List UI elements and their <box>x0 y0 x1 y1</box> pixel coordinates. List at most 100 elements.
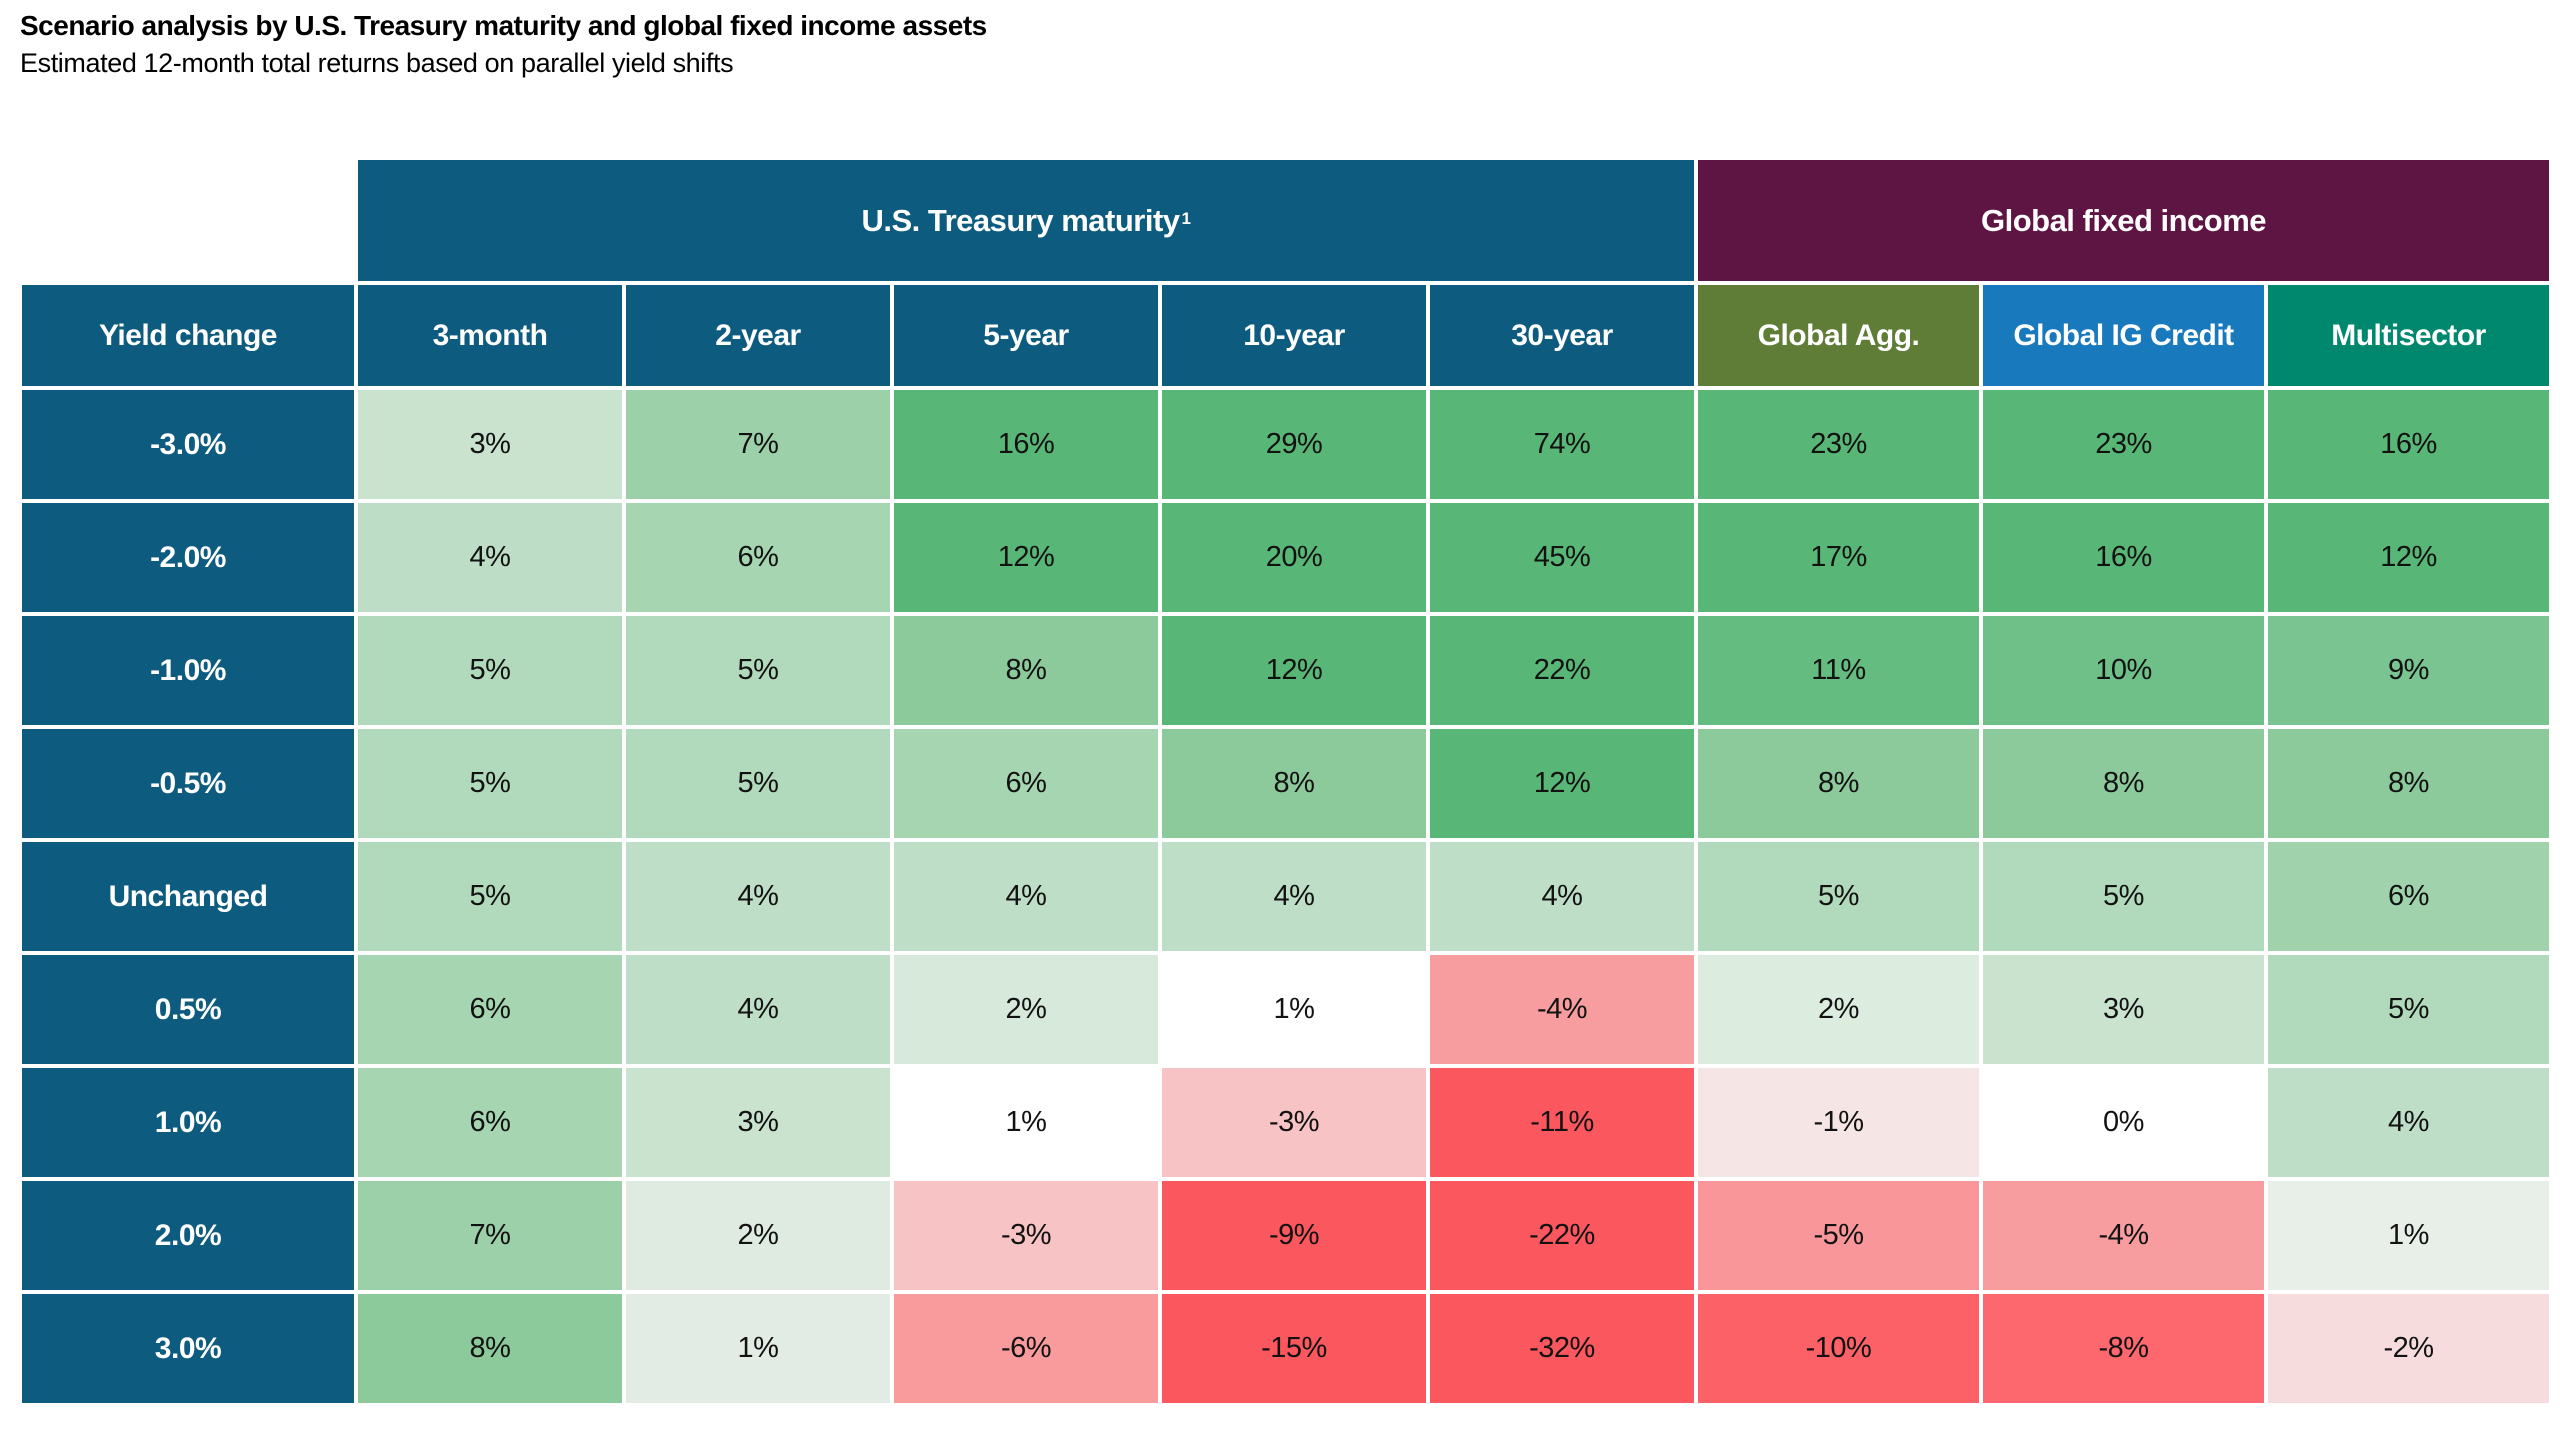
heatmap-cell: 5% <box>358 616 622 725</box>
heatmap-cell: 8% <box>358 1294 622 1403</box>
scenario-heatmap-table: U.S. Treasury maturity 1 Global fixed inco… <box>22 160 2549 1403</box>
column-header: 30-year <box>1430 285 1694 386</box>
heatmap-cell: 17% <box>1698 503 1979 612</box>
heatmap-cell: 23% <box>1698 390 1979 499</box>
heatmap-cell: 8% <box>1162 729 1426 838</box>
row-label: -1.0% <box>22 616 354 725</box>
heatmap-cell: 11% <box>1698 616 1979 725</box>
heatmap-cell: 6% <box>894 729 1158 838</box>
heatmap-cell: 4% <box>626 955 890 1064</box>
column-header: 2-year <box>626 285 890 386</box>
group-header-label: Global fixed income <box>1980 202 2267 238</box>
heatmap-cell: 8% <box>894 616 1158 725</box>
heatmap-cell: 4% <box>894 842 1158 951</box>
heatmap-cell: -4% <box>1983 1181 2264 1290</box>
heatmap-cell: 5% <box>626 729 890 838</box>
heatmap-cell: 9% <box>2268 616 2549 725</box>
heatmap-cell: 8% <box>2268 729 2549 838</box>
heatmap-cell: -10% <box>1698 1294 1979 1403</box>
footnote-marker: 1 <box>1181 208 1191 228</box>
heatmap-cell: 2% <box>1698 955 1979 1064</box>
heatmap-cell: 2% <box>626 1181 890 1290</box>
heatmap-cell: -4% <box>1430 955 1694 1064</box>
heatmap-cell: 12% <box>2268 503 2549 612</box>
heatmap-cell: 3% <box>626 1068 890 1177</box>
heatmap-cell: 1% <box>2268 1181 2549 1290</box>
group-header-label: U.S. Treasury maturity <box>861 202 1180 238</box>
heatmap-cell: 5% <box>1698 842 1979 951</box>
row-label: 3.0% <box>22 1294 354 1403</box>
heatmap-cell: 0% <box>1983 1068 2264 1177</box>
heatmap-cell: -9% <box>1162 1181 1426 1290</box>
heatmap-cell: 8% <box>1698 729 1979 838</box>
column-header: Global IG Credit <box>1983 285 2264 386</box>
heatmap-cell: 5% <box>1983 842 2264 951</box>
table-corner-spacer <box>22 160 354 281</box>
row-label: -0.5% <box>22 729 354 838</box>
heatmap-cell: 4% <box>2268 1068 2549 1177</box>
heatmap-cell: 12% <box>1162 616 1426 725</box>
heatmap-cell: -8% <box>1983 1294 2264 1403</box>
heatmap-cell: 16% <box>894 390 1158 499</box>
heatmap-cell: 1% <box>626 1294 890 1403</box>
page-title: Scenario analysis by U.S. Treasury matur… <box>20 10 987 41</box>
heatmap-cell: -6% <box>894 1294 1158 1403</box>
heatmap-cell: -3% <box>894 1181 1158 1290</box>
row-label: -2.0% <box>22 503 354 612</box>
heatmap-cell: -1% <box>1698 1068 1979 1177</box>
heatmap-cell: 7% <box>626 390 890 499</box>
heatmap-cell: -15% <box>1162 1294 1426 1403</box>
heatmap-cell: 12% <box>894 503 1158 612</box>
column-header: 10-year <box>1162 285 1426 386</box>
heatmap-cell: 10% <box>1983 616 2264 725</box>
heatmap-cell: -11% <box>1430 1068 1694 1177</box>
heatmap-cell: 3% <box>358 390 622 499</box>
heatmap-cell: 23% <box>1983 390 2264 499</box>
row-label: 0.5% <box>22 955 354 1064</box>
heatmap-cell: 20% <box>1162 503 1426 612</box>
heatmap-cell: 45% <box>1430 503 1694 612</box>
heatmap-cell: 5% <box>626 616 890 725</box>
heatmap-cell: 4% <box>358 503 622 612</box>
heatmap-cell: 12% <box>1430 729 1694 838</box>
heatmap-cell: 16% <box>2268 390 2549 499</box>
heatmap-cell: 4% <box>626 842 890 951</box>
header-block: Scenario analysis by U.S. Treasury matur… <box>0 0 2560 81</box>
heatmap-cell: 1% <box>894 1068 1158 1177</box>
heatmap-cell: 6% <box>358 1068 622 1177</box>
heatmap-cell: 22% <box>1430 616 1694 725</box>
heatmap-cell: -32% <box>1430 1294 1694 1403</box>
heatmap-cell: 5% <box>358 729 622 838</box>
heatmap-cell: 6% <box>2268 842 2549 951</box>
heatmap-cell: 1% <box>1162 955 1426 1064</box>
heatmap-cell: 29% <box>1162 390 1426 499</box>
column-header: 5-year <box>894 285 1158 386</box>
column-header: 3-month <box>358 285 622 386</box>
heatmap-cell: 16% <box>1983 503 2264 612</box>
heatmap-cell: 4% <box>1162 842 1426 951</box>
row-label: 2.0% <box>22 1181 354 1290</box>
page-subtitle: Estimated 12-month total returns based o… <box>20 48 734 79</box>
heatmap-cell: 2% <box>894 955 1158 1064</box>
heatmap-cell: 74% <box>1430 390 1694 499</box>
group-header-treasury: U.S. Treasury maturity 1 <box>358 160 1694 281</box>
heatmap-cell: -5% <box>1698 1181 1979 1290</box>
row-label: -3.0% <box>22 390 354 499</box>
heatmap-cell: 6% <box>358 955 622 1064</box>
heatmap-cell: 4% <box>1430 842 1694 951</box>
heatmap-cell: -2% <box>2268 1294 2549 1403</box>
heatmap-cell: 8% <box>1983 729 2264 838</box>
column-header: Global Agg. <box>1698 285 1979 386</box>
row-label: 1.0% <box>22 1068 354 1177</box>
heatmap-cell: 7% <box>358 1181 622 1290</box>
heatmap-cell: -22% <box>1430 1181 1694 1290</box>
column-header-yield-change: Yield change <box>22 285 354 386</box>
column-header: Multisector <box>2268 285 2549 386</box>
heatmap-cell: -3% <box>1162 1068 1426 1177</box>
heatmap-cell: 6% <box>626 503 890 612</box>
group-header-global: Global fixed income <box>1698 160 2549 281</box>
row-label: Unchanged <box>22 842 354 951</box>
heatmap-cell: 5% <box>358 842 622 951</box>
heatmap-cell: 3% <box>1983 955 2264 1064</box>
heatmap-cell: 5% <box>2268 955 2549 1064</box>
